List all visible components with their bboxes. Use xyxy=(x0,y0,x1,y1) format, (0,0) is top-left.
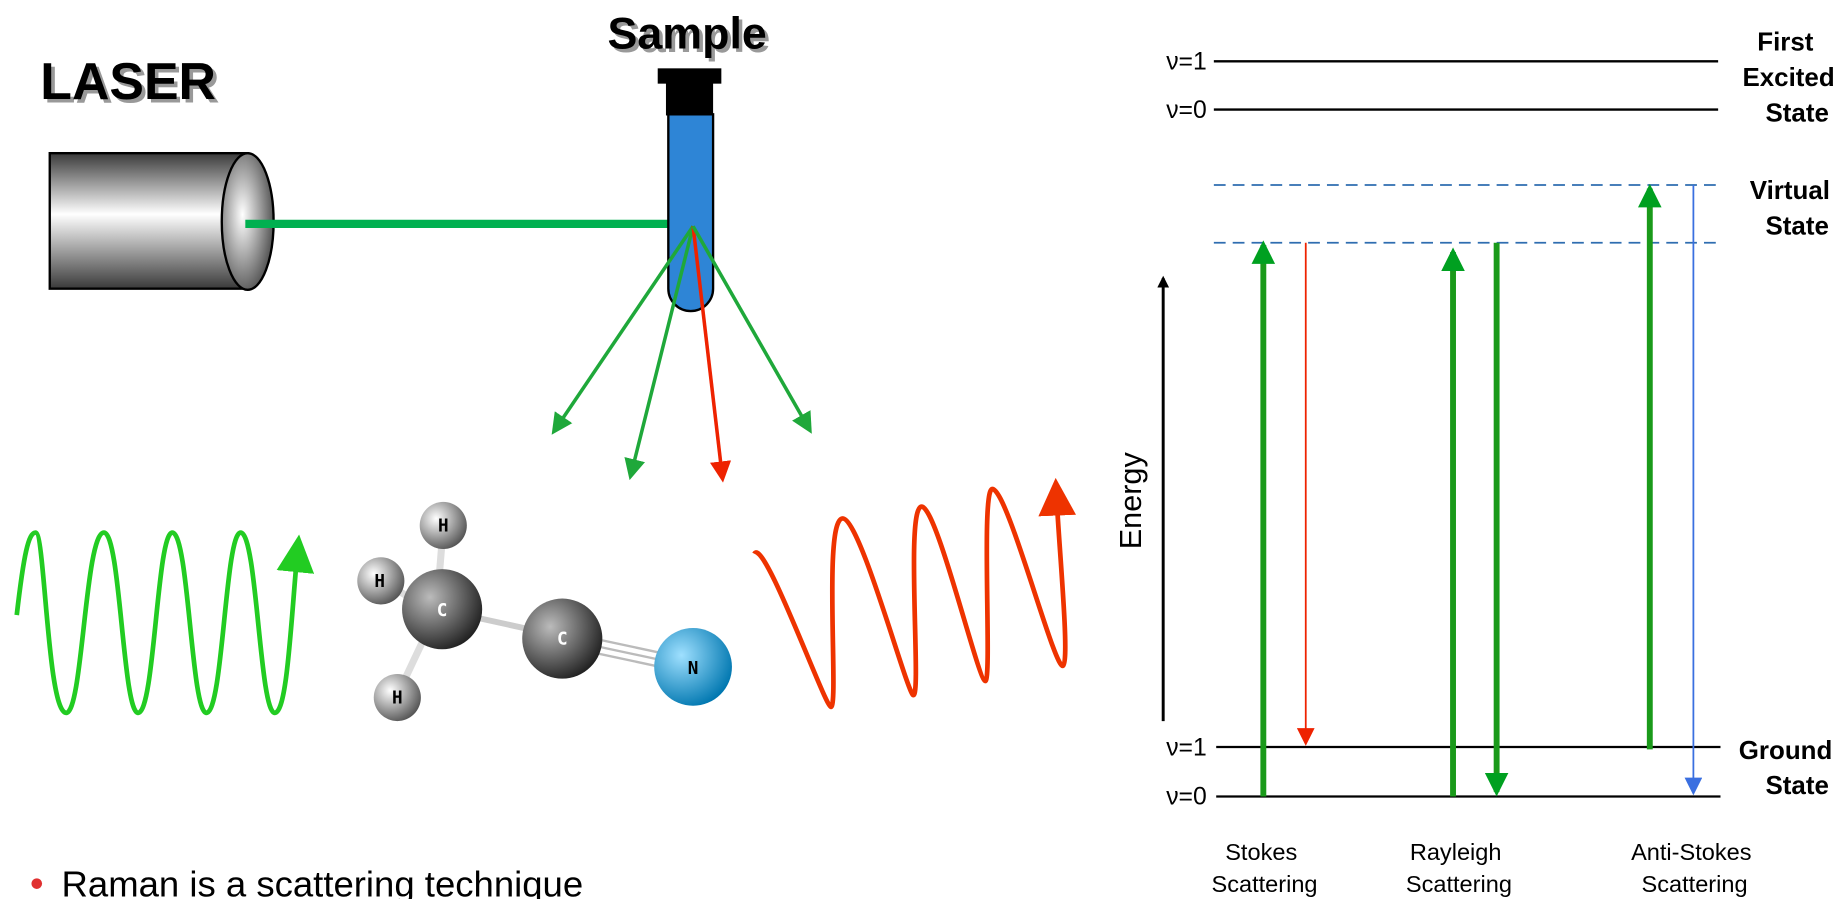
process-label-line: Scattering xyxy=(1211,871,1317,897)
sample-label: Sample xyxy=(608,8,767,58)
atom xyxy=(419,501,467,550)
atom-label: H xyxy=(438,516,449,536)
scattered-ray xyxy=(691,225,812,434)
laser-body xyxy=(48,151,249,290)
atom xyxy=(357,557,405,605)
state-label-line: State xyxy=(1766,212,1829,240)
atom xyxy=(373,673,421,722)
state-label-line: State xyxy=(1766,772,1829,800)
laser-label: LASER xyxy=(40,52,216,110)
bullet-marker xyxy=(31,878,43,889)
atom-label: H xyxy=(392,688,403,708)
process-label-line: Scattering xyxy=(1642,871,1748,897)
level-label: ν=0 xyxy=(1166,97,1207,124)
process-label-line: Rayleigh xyxy=(1410,839,1502,865)
process-label: Anti-Stokes Scattering xyxy=(1631,839,1758,897)
scattered-wave xyxy=(752,477,1077,710)
sample-label-shadow: Sample xyxy=(611,12,770,62)
laser-label-shadow: LASER xyxy=(44,56,220,114)
tube-cap xyxy=(657,68,722,84)
scattered-ray xyxy=(551,225,695,435)
state-label-line: Ground xyxy=(1739,737,1833,765)
atom xyxy=(402,569,483,650)
state-label: Virtual State xyxy=(1750,177,1837,240)
level-label: ν=1 xyxy=(1166,49,1207,76)
state-label: First Excited State xyxy=(1742,29,1841,128)
tube-cap xyxy=(665,82,714,116)
state-label: Ground State xyxy=(1739,737,1840,800)
scattered-ray-raman xyxy=(691,226,732,483)
bullet-text: Raman is a scattering technique xyxy=(62,864,584,899)
scattered-ray xyxy=(624,225,695,481)
atom-label: H xyxy=(374,572,385,592)
process-label-line: Scattering xyxy=(1406,871,1512,897)
level-label: ν=0 xyxy=(1166,784,1207,811)
atom-label: C xyxy=(557,629,568,649)
energy-axis-label: Energy xyxy=(1114,452,1148,550)
process-label: Stokes Scattering xyxy=(1211,839,1317,897)
atom-label: C xyxy=(437,601,448,621)
state-label-line: State xyxy=(1766,99,1829,127)
sample-tube xyxy=(667,113,715,313)
atom xyxy=(522,598,603,679)
process-label-line: Anti-Stokes xyxy=(1631,839,1751,865)
state-label-line: First xyxy=(1757,29,1814,57)
process-label: Rayleigh Scattering xyxy=(1406,839,1512,897)
state-label-line: Excited xyxy=(1742,64,1834,92)
atom xyxy=(654,628,732,706)
process-label-line: Stokes xyxy=(1225,839,1297,865)
state-label-line: Virtual xyxy=(1750,177,1830,205)
atom-label: N xyxy=(688,659,699,679)
energy-diagram: ν=1 ν=0 ν=1 ν=0 Energy First Excited Sta… xyxy=(1114,29,1841,897)
level-label: ν=1 xyxy=(1166,734,1207,761)
incident-wave xyxy=(14,530,315,716)
